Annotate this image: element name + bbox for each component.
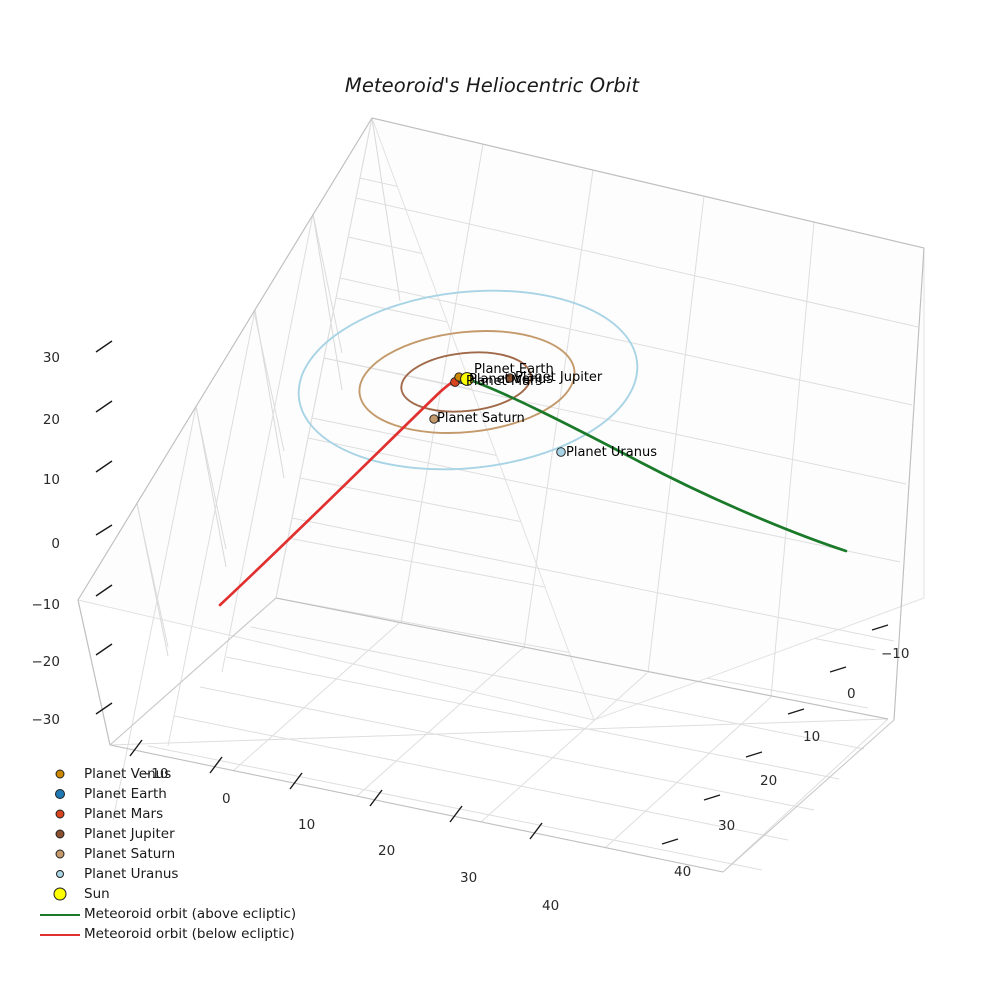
z-tick-label: 30 xyxy=(42,350,60,366)
legend-marker-sun xyxy=(38,884,82,904)
legend-item-meteoroid-above-ecliptic[interactable]: Meteoroid orbit (above ecliptic) xyxy=(38,904,298,924)
legend-label: Sun xyxy=(84,886,110,902)
z-tick-label: −20 xyxy=(31,654,61,670)
x-tick-marks xyxy=(129,739,543,840)
annotation-planet-mars: Planet Mars xyxy=(466,374,543,389)
legend-item-planet-uranus[interactable]: Planet Uranus xyxy=(38,864,298,884)
legend-label: Planet Uranus xyxy=(84,866,179,882)
x-tick-label: 10 xyxy=(298,817,316,833)
legend-marker-planet-venus xyxy=(38,764,82,784)
legend-label: Planet Jupiter xyxy=(84,826,175,842)
legend-label: Planet Venus xyxy=(84,766,172,782)
marker-planet-saturn[interactable] xyxy=(429,414,439,424)
legend-item-planet-earth[interactable]: Planet Earth xyxy=(38,784,298,804)
legend: Planet Venus Planet Earth Planet Mars Pl… xyxy=(38,764,298,944)
annotation-planet-jupiter: Planet Jupiter xyxy=(515,370,603,385)
legend-item-planet-mars[interactable]: Planet Mars xyxy=(38,804,298,824)
y-tick-marks xyxy=(661,624,889,845)
marker-planet-jupiter[interactable] xyxy=(505,373,515,383)
legend-line-above-ecliptic xyxy=(38,904,82,924)
legend-label: Planet Saturn xyxy=(84,846,176,862)
legend-line-below-ecliptic xyxy=(38,924,82,944)
annotation-planet-saturn: Planet Saturn xyxy=(437,411,525,426)
legend-marker-planet-saturn xyxy=(38,844,82,864)
marker-sun[interactable] xyxy=(460,372,474,386)
orbit-jupiter xyxy=(400,351,532,413)
orbit-saturn xyxy=(358,330,576,434)
z-tick-label: 10 xyxy=(42,472,60,488)
page-title: Meteoroid's Heliocentric Orbit xyxy=(344,74,640,97)
y-tick-label: 20 xyxy=(760,773,778,789)
legend-marker-planet-mars xyxy=(38,804,82,824)
annotation-planet-venus: Planet Venus xyxy=(469,372,554,387)
legend-item-planet-venus[interactable]: Planet Venus xyxy=(38,764,298,784)
legend-item-planet-saturn[interactable]: Planet Saturn xyxy=(38,844,298,864)
x-tick-label: 30 xyxy=(460,870,478,886)
annotation-planet-earth: Planet Earth xyxy=(474,362,554,377)
x-tick-label: 0 xyxy=(222,791,231,807)
z-tick-label: −10 xyxy=(31,597,61,613)
legend-label: Planet Earth xyxy=(84,786,167,802)
z-tick-label: −30 xyxy=(31,712,61,728)
z-tick-label: 20 xyxy=(42,412,60,428)
legend-item-planet-jupiter[interactable]: Planet Jupiter xyxy=(38,824,298,844)
y-tick-label: 30 xyxy=(718,818,736,834)
annotation-planet-uranus: Planet Uranus xyxy=(566,445,657,460)
y-tick-label: 10 xyxy=(803,729,821,745)
legend-label: Planet Mars xyxy=(84,806,164,822)
legend-marker-planet-jupiter xyxy=(38,824,82,844)
y-tick-label: 0 xyxy=(847,686,856,702)
legend-marker-planet-uranus xyxy=(38,864,82,884)
x-tick-label: 20 xyxy=(378,843,396,859)
y-tick-label: 40 xyxy=(674,864,692,880)
meteoroid-orbit-above-ecliptic xyxy=(460,375,848,553)
legend-item-meteoroid-below-ecliptic[interactable]: Meteoroid orbit (below ecliptic) xyxy=(38,924,298,944)
legend-label: Meteoroid orbit (below ecliptic) xyxy=(84,926,295,942)
x-tick-label: 40 xyxy=(542,898,560,914)
marker-planet-uranus[interactable] xyxy=(556,447,566,457)
z-tick-label: 0 xyxy=(51,536,60,552)
legend-item-sun[interactable]: Sun xyxy=(38,884,298,904)
axis-spines xyxy=(77,117,925,873)
z-tick-marks xyxy=(95,340,113,715)
orbit-uranus xyxy=(297,289,639,471)
y-tick-label: −10 xyxy=(881,646,910,662)
legend-marker-planet-earth xyxy=(38,784,82,804)
legend-label: Meteoroid orbit (above ecliptic) xyxy=(84,906,297,922)
x-tick-label: −10 xyxy=(140,766,169,782)
